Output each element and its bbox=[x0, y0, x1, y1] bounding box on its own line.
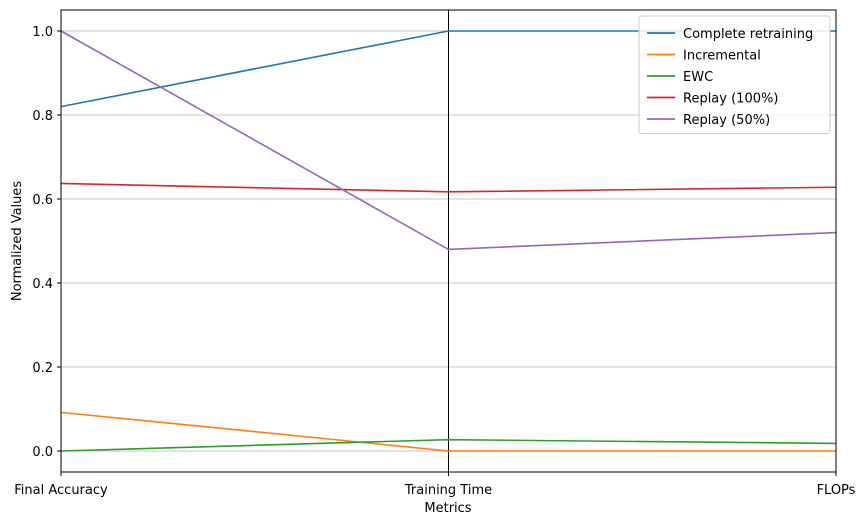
y-tick-label: 0.6 bbox=[32, 193, 53, 208]
x-tick-label: Final Accuracy bbox=[14, 483, 108, 498]
y-tick-label: 0.2 bbox=[32, 361, 53, 376]
series-line-3 bbox=[60, 438, 837, 452]
legend-label: EWC bbox=[683, 70, 713, 85]
series-line-4 bbox=[60, 182, 837, 193]
y-tick-label: 0.0 bbox=[32, 445, 53, 460]
y-tick-label: 1.0 bbox=[32, 25, 53, 40]
legend-label: Incremental bbox=[683, 49, 761, 64]
series-line-5 bbox=[60, 30, 837, 251]
x-axis-label: Metrics bbox=[424, 501, 471, 516]
y-axis-label: Normalized Values bbox=[10, 181, 25, 302]
series-line-2 bbox=[60, 411, 836, 452]
y-tick-label: 0.4 bbox=[32, 277, 53, 292]
legend-label: Replay (100%) bbox=[683, 92, 778, 107]
x-tick-label: Training Time bbox=[404, 483, 492, 498]
legend-label: Replay (50%) bbox=[683, 113, 770, 128]
legend-label: Complete retraining bbox=[683, 27, 813, 42]
legend-box bbox=[638, 15, 831, 134]
x-tick-label: FLOPs bbox=[817, 483, 856, 498]
y-tick-label: 0.8 bbox=[32, 109, 53, 124]
